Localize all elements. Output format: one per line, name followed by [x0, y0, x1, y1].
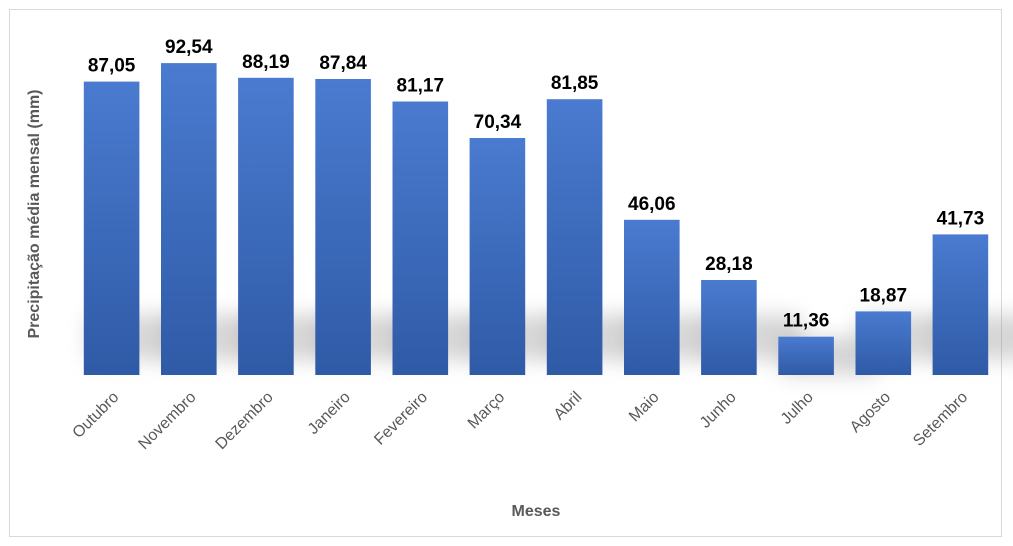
bar-junho: [701, 280, 757, 375]
category-label: Novembro: [135, 389, 199, 453]
category-label: Agosto: [847, 389, 894, 436]
bar-outubro: [83, 81, 140, 375]
value-label: 41,73: [937, 208, 985, 229]
bar-janeiro: [315, 79, 371, 375]
bar-março: [469, 138, 526, 375]
category-label: Fevereiro: [371, 389, 431, 449]
category-label: Julho: [778, 389, 817, 428]
category-labels-group: Outubro Novembro Dezembro Janeiro Fevereiro M…: [70, 389, 972, 453]
value-label: 70,34: [474, 112, 522, 133]
value-labels-group: 87,05 92,54 88,19 87,84 81,17 70,34 81,85 46,06…: [88, 37, 984, 332]
value-label: 11,36: [783, 311, 830, 332]
category-label: Maio: [626, 389, 663, 426]
bar-setembro: [932, 234, 989, 375]
value-label: 81,85: [551, 73, 599, 94]
category-label: Abril: [551, 389, 586, 424]
value-label: 88,19: [242, 52, 290, 73]
bar-fevereiro: [392, 101, 449, 375]
value-label: 81,17: [397, 76, 445, 97]
bars-group: [83, 63, 989, 376]
category-label: Janeiro: [305, 389, 354, 438]
y-axis-title: Precipitação média mensal (mm): [26, 90, 43, 339]
x-axis-title: Meses: [512, 503, 561, 520]
category-label: Setembro: [910, 389, 971, 450]
category-label: Dezembro: [213, 389, 277, 453]
value-label: 18,87: [860, 285, 908, 306]
bar-agosto: [855, 311, 912, 375]
bar-dezembro: [238, 77, 294, 376]
bar-abril: [546, 99, 603, 375]
category-label: Junho: [697, 389, 740, 432]
value-label: 87,05: [88, 56, 136, 77]
bar-maio: [624, 219, 680, 375]
bar-novembro: [161, 63, 217, 375]
category-label: Outubro: [70, 389, 123, 442]
value-label: 87,84: [319, 53, 367, 74]
value-label: 28,18: [705, 254, 753, 275]
value-label: 46,06: [628, 194, 676, 215]
category-label: Março: [465, 389, 509, 433]
bar-julho: [778, 336, 834, 375]
value-label: 92,54: [165, 37, 213, 58]
